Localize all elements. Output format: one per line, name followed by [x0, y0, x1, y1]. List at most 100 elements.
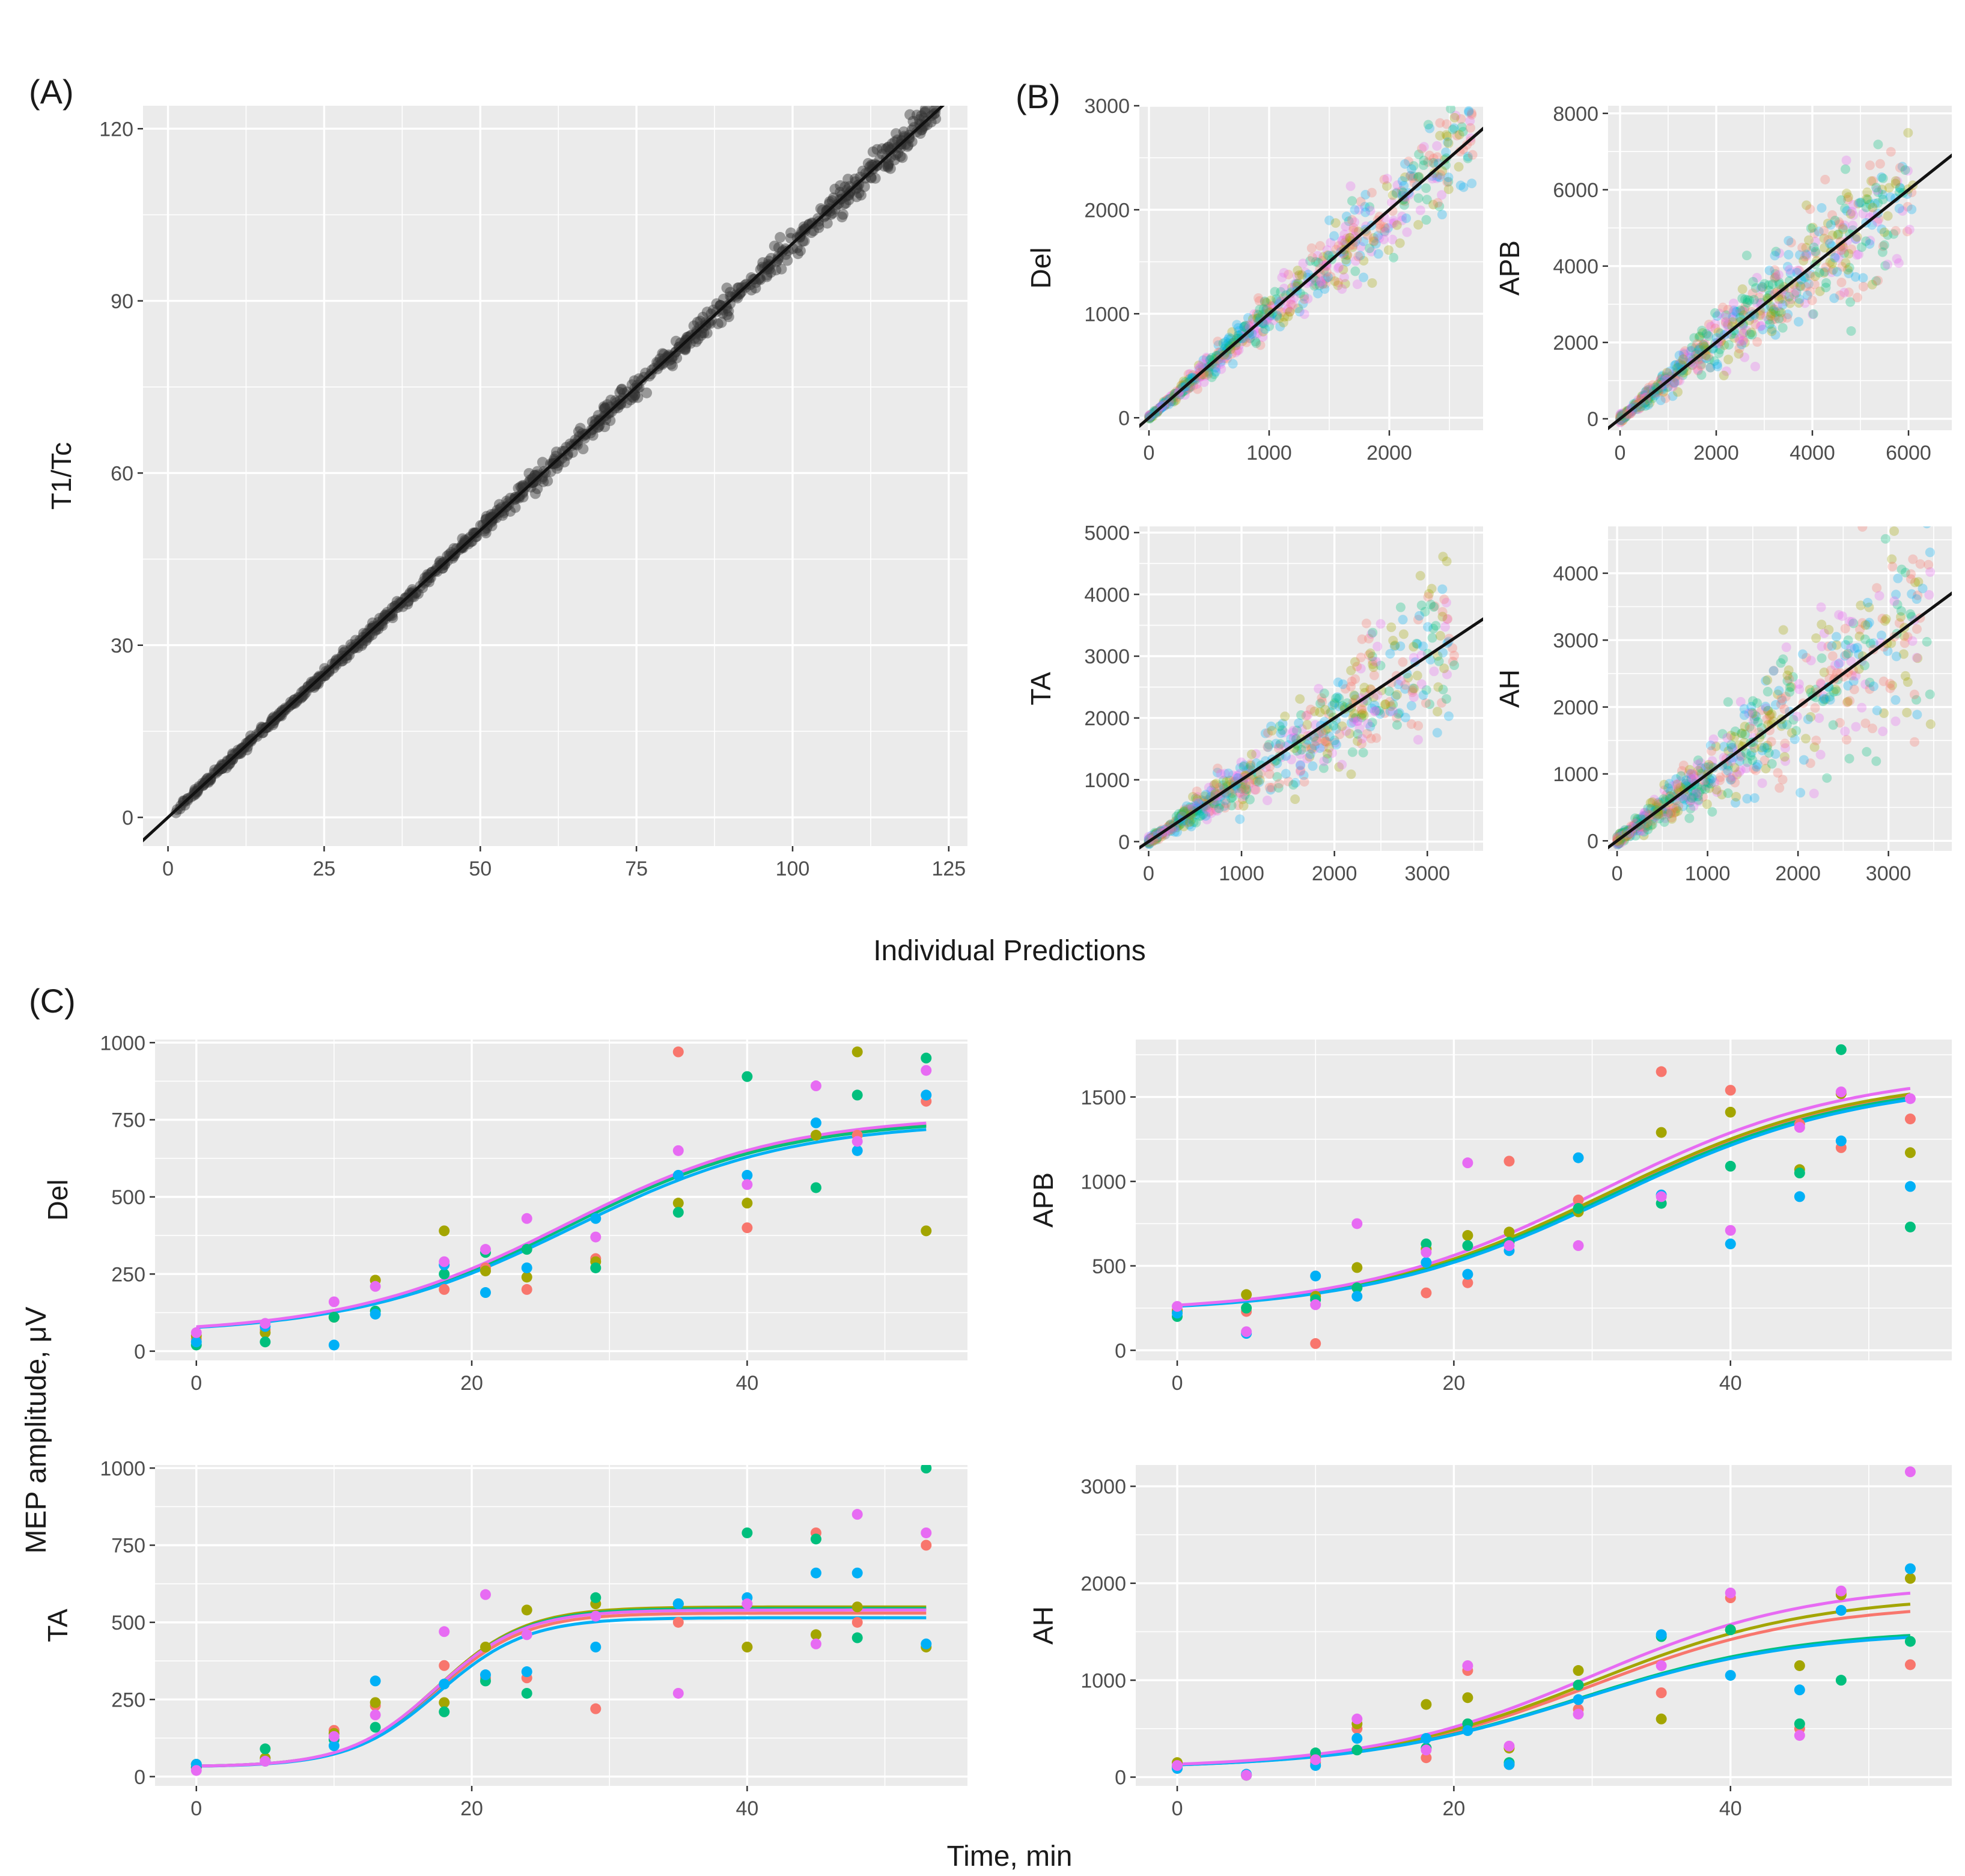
- data-point: [1353, 729, 1363, 739]
- data-point: [1400, 684, 1410, 694]
- data-point: [883, 158, 894, 169]
- data-point: [1850, 234, 1860, 244]
- data-point: [1809, 788, 1819, 799]
- data-point: [1350, 205, 1360, 215]
- data-point: [1368, 627, 1378, 638]
- data-point: [1241, 337, 1252, 347]
- data-point: [656, 355, 668, 367]
- data-point: [1385, 697, 1395, 707]
- data-point: [1896, 606, 1906, 616]
- data-point: [1416, 600, 1427, 611]
- data-point: [1305, 752, 1315, 762]
- data-point: [1890, 178, 1901, 189]
- data-point: [1174, 809, 1184, 819]
- data-point: [1815, 286, 1825, 296]
- data-point: [1350, 217, 1360, 227]
- data-point: [1643, 400, 1653, 410]
- data-point: [1237, 784, 1247, 794]
- data-point: [328, 1731, 340, 1742]
- data-point: [1415, 571, 1425, 581]
- data-point: [1380, 699, 1390, 710]
- data-point: [1462, 1725, 1473, 1737]
- data-point: [1234, 326, 1244, 336]
- grid: [1139, 105, 1483, 430]
- x-tick-label: 6000: [1886, 442, 1931, 464]
- data-point: [725, 287, 736, 298]
- data-point: [672, 1207, 684, 1218]
- data-point: [1333, 280, 1343, 290]
- data-point: [1413, 615, 1423, 625]
- data-point: [1330, 698, 1340, 708]
- data-point: [1467, 178, 1477, 189]
- data-point: [1307, 252, 1317, 263]
- data-point: [1904, 1636, 1916, 1647]
- data-point: [1319, 756, 1329, 766]
- data-point: [1675, 376, 1685, 386]
- data-point: [1770, 269, 1781, 279]
- data-point: [851, 1616, 863, 1628]
- x-tick-label: 1000: [1685, 862, 1731, 885]
- data-point: [745, 279, 756, 290]
- data-point: [1214, 782, 1225, 793]
- data-point: [1443, 172, 1454, 183]
- data-point: [1320, 274, 1330, 284]
- data-point: [1254, 315, 1264, 325]
- data-point: [1857, 242, 1867, 252]
- data-point: [1290, 279, 1300, 289]
- data-point: [1434, 172, 1445, 183]
- data-point: [1835, 1086, 1847, 1098]
- data-point: [291, 696, 302, 707]
- data-point: [1419, 155, 1429, 165]
- data-point: [370, 1697, 381, 1708]
- data-point: [1774, 306, 1784, 317]
- data-point: [521, 1666, 532, 1678]
- data-point: [860, 168, 871, 179]
- data-point: [1226, 793, 1236, 803]
- data-point: [532, 469, 543, 481]
- data-point: [1703, 329, 1713, 340]
- data-point: [1803, 279, 1814, 289]
- data-point: [916, 110, 927, 121]
- data-point: [1902, 227, 1912, 237]
- data-point: [1272, 772, 1282, 782]
- data-point: [1778, 625, 1788, 635]
- data-point: [1359, 272, 1369, 282]
- data-point: [1251, 337, 1261, 347]
- data-point: [1573, 1680, 1584, 1691]
- data-point: [1784, 249, 1794, 260]
- data-point: [1740, 294, 1750, 305]
- data-point: [1241, 786, 1252, 796]
- data-point: [1887, 561, 1898, 571]
- data-point: [1331, 693, 1341, 703]
- data-point: [1234, 788, 1244, 799]
- data-point: [1924, 589, 1934, 600]
- data-point: [1299, 291, 1309, 302]
- data-point: [833, 198, 844, 210]
- data-point: [1388, 252, 1398, 263]
- data-point: [1399, 181, 1409, 191]
- data-point: [493, 499, 505, 510]
- data-point: [1233, 800, 1243, 811]
- data-point: [1258, 304, 1269, 314]
- data-point: [1338, 236, 1348, 246]
- data-point: [1729, 333, 1740, 343]
- data-point: [1216, 769, 1226, 779]
- data-point: [1910, 737, 1920, 747]
- data-point: [1302, 720, 1312, 730]
- data-point: [1329, 231, 1339, 241]
- data-point: [1420, 607, 1430, 617]
- data-point: [1803, 235, 1814, 245]
- data-point: [1749, 294, 1759, 305]
- data-point: [1771, 272, 1781, 282]
- data-point: [1814, 713, 1824, 723]
- data-point: [439, 1678, 450, 1690]
- data-point: [439, 1225, 450, 1237]
- data-point: [1290, 778, 1300, 788]
- data-point: [1847, 244, 1857, 254]
- data-point: [1408, 683, 1418, 693]
- data-point: [1220, 803, 1230, 813]
- data-point: [1216, 364, 1226, 374]
- data-point: [1236, 757, 1246, 767]
- data-point: [1802, 200, 1812, 210]
- data-point: [1197, 359, 1207, 369]
